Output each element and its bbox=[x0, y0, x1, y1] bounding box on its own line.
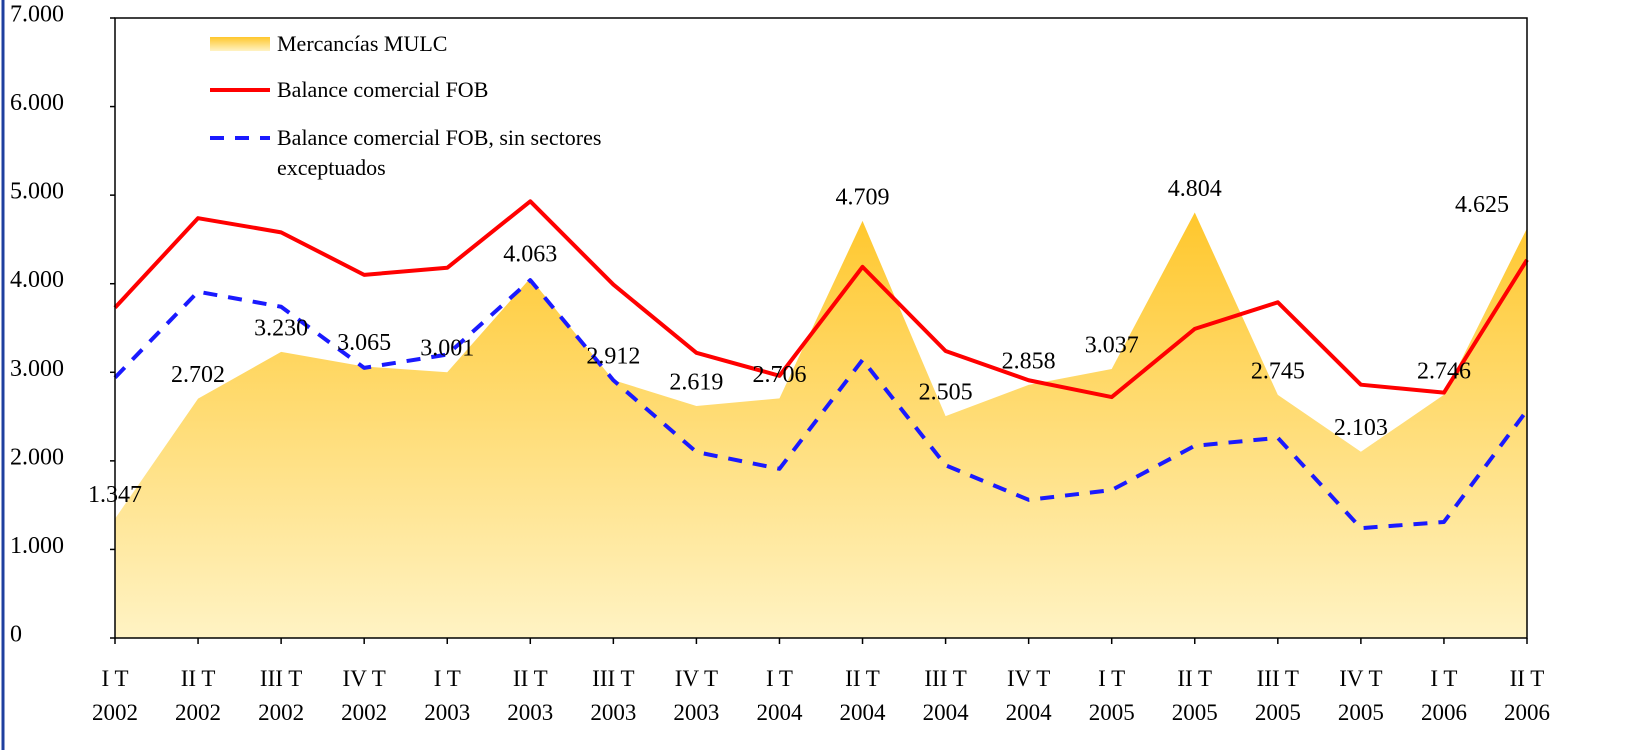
data-label: 4.063 bbox=[503, 242, 557, 268]
y-tick-label: 4.000 bbox=[10, 267, 64, 293]
area bbox=[115, 212, 1527, 638]
y-tick-label: 0 bbox=[10, 622, 22, 648]
data-label: 2.505 bbox=[919, 380, 973, 406]
data-label: 3.230 bbox=[254, 315, 308, 341]
data-label: 2.706 bbox=[752, 362, 806, 388]
x-tick-label: II T 2003 bbox=[507, 666, 554, 725]
data-label: 2.746 bbox=[1417, 358, 1471, 384]
data-label: 4.804 bbox=[1168, 176, 1222, 202]
legend-label: Balance comercial FOB bbox=[277, 77, 489, 102]
x-tick-label: III T 2005 bbox=[1254, 666, 1301, 725]
legend-swatch bbox=[210, 37, 270, 51]
x-tick-label: IV T 2002 bbox=[341, 666, 388, 725]
y-tick-label: 7.000 bbox=[10, 2, 64, 28]
data-label: 4.709 bbox=[836, 184, 890, 210]
x-tick-label: I T 2003 bbox=[424, 666, 471, 725]
x-tick-label: IV T 2003 bbox=[673, 666, 720, 725]
y-tick-label: 1.000 bbox=[10, 533, 64, 559]
legend-label: Balance comercial FOB, sin sectores exce… bbox=[277, 125, 602, 180]
x-tick-label: I T 2002 bbox=[92, 666, 138, 725]
data-label: 2.702 bbox=[171, 362, 225, 388]
x-tick-label: I T 2005 bbox=[1088, 666, 1135, 725]
y-tick-label: 2.000 bbox=[10, 444, 64, 470]
x-tick-label: II T 2002 bbox=[175, 666, 222, 725]
x-tick-label: I T 2006 bbox=[1420, 666, 1467, 725]
y-tick-label: 3.000 bbox=[10, 356, 64, 382]
y-tick-label: 5.000 bbox=[10, 179, 64, 205]
data-label: 4.625 bbox=[1455, 192, 1509, 218]
data-label: 3.037 bbox=[1085, 333, 1139, 359]
data-label: 2.912 bbox=[586, 344, 640, 370]
x-tick-label: IV T 2005 bbox=[1337, 666, 1384, 725]
line bbox=[113, 199, 1529, 400]
x-tick-label: III T 2004 bbox=[922, 666, 969, 725]
x-tick-label: III T 2002 bbox=[258, 666, 305, 725]
x-tick-label: IV T 2004 bbox=[1005, 666, 1052, 725]
x-tick-label: II T 2006 bbox=[1504, 666, 1550, 725]
x-tick-label: II T 2005 bbox=[1171, 666, 1218, 725]
data-label: 2.858 bbox=[1002, 348, 1056, 374]
data-label: 2.103 bbox=[1334, 415, 1388, 441]
x-tick-label: I T 2004 bbox=[756, 666, 803, 725]
legend-label: Mercancías MULC bbox=[277, 31, 448, 56]
data-label: 1.347 bbox=[88, 482, 142, 508]
plot-frame bbox=[114, 17, 1528, 639]
x-tick-label: II T 2004 bbox=[839, 666, 886, 725]
data-label: 2.745 bbox=[1251, 358, 1305, 384]
data-label: 3.065 bbox=[337, 330, 391, 356]
data-label: 2.619 bbox=[669, 370, 723, 396]
data-label: 3.001 bbox=[420, 336, 474, 362]
x-tick-label: III T 2003 bbox=[590, 666, 637, 725]
y-tick-label: 6.000 bbox=[10, 90, 64, 116]
